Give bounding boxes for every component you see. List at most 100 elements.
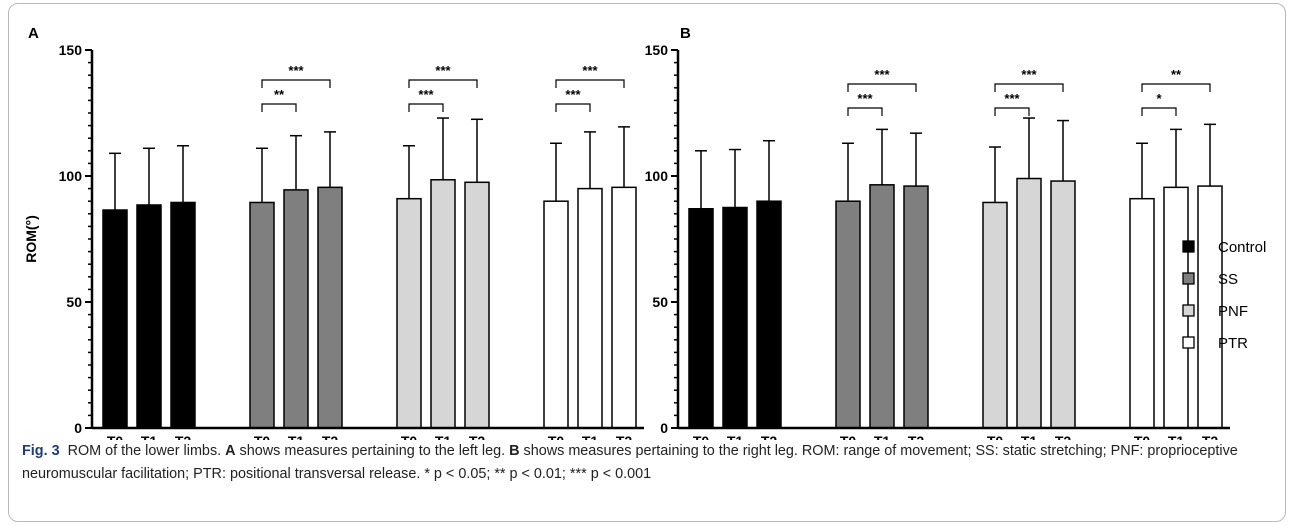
x-tick-label: T1 (1021, 433, 1038, 440)
significance-label: *** (418, 87, 434, 102)
bar-ptr-t0 (543, 200, 569, 429)
significance-bracket (994, 107, 1030, 116)
x-tick-label: T0 (693, 433, 710, 440)
panel-letter: B (680, 25, 691, 42)
x-tick-label: T1 (874, 433, 891, 440)
x-tick-label: T0 (548, 433, 565, 440)
legend: Control SS PNF PTR (1182, 239, 1266, 352)
significance-label: ** (1171, 67, 1182, 82)
x-tick-label: T2 (322, 433, 339, 440)
x-tick-label: T1 (582, 433, 599, 440)
x-tick-label: T0 (254, 433, 271, 440)
significance-bracket (1141, 83, 1211, 92)
y-tick-label: 0 (74, 420, 82, 436)
bar-ptr-t2 (1197, 185, 1223, 429)
legend-swatch (1182, 304, 1195, 317)
bar-pnf-t1 (430, 179, 456, 429)
y-axis-label: ROM(°) (23, 215, 39, 263)
bar-ptr-t1 (577, 187, 603, 429)
x-tick-label: T0 (987, 433, 1004, 440)
significance-bracket (994, 83, 1064, 92)
bar-ss-t0 (249, 201, 275, 429)
bar-pnf-t2 (464, 181, 490, 429)
bar-control-t1 (136, 204, 162, 429)
x-tick-label: T0 (401, 433, 418, 440)
x-tick-label: T2 (175, 433, 192, 440)
x-tick-label: T2 (1055, 433, 1072, 440)
x-tick-label: T2 (761, 433, 778, 440)
bar-pnf-t0 (396, 197, 422, 429)
panel-b: B050100150T0T1T2T0T1T2T0T1T2T0T1T2******… (645, 25, 1230, 440)
caption-text-3: shows measures pertaining to the right l… (22, 443, 1238, 482)
y-tick-label: 150 (59, 42, 83, 58)
panel-a: A 0 50 100 150 ROM(°) T0 T1 T2 T0 T1 T2 T0 T1 T2 T0 T1 T2… (23, 25, 644, 440)
x-tick-label: T1 (435, 433, 452, 440)
bar-control-t2 (170, 201, 196, 429)
bar-ptr-t2 (611, 186, 637, 429)
significance-label: *** (1004, 91, 1020, 106)
y-tick-label: 0 (660, 420, 668, 436)
significance-bracket (555, 103, 591, 112)
y-tick-label: 100 (645, 168, 669, 184)
bar-ss-t1 (283, 189, 309, 429)
bar-ss-t2 (317, 186, 343, 429)
caption-panel-b-ref: B (509, 443, 520, 459)
bar-control-t0 (102, 209, 128, 429)
significance-label: *** (1021, 67, 1037, 82)
bar-pnf-t0 (982, 201, 1008, 429)
significance-bracket (847, 83, 917, 92)
figure-caption: Fig. 3 ROM of the lower limbs. A shows m… (22, 440, 1277, 486)
figure-frame (8, 3, 1286, 522)
legend-swatch (1182, 336, 1195, 349)
bar-control-t2 (756, 200, 782, 429)
significance-label: * (1156, 91, 1162, 106)
figure-number: Fig. 3 (22, 443, 60, 459)
bar-pnf-t2 (1050, 180, 1076, 429)
significance-bracket (261, 103, 297, 112)
legend-label: SS (1218, 271, 1238, 288)
bar-ptr-t0 (1129, 197, 1155, 429)
caption-text-1: ROM of the lower limbs. (67, 443, 226, 459)
x-tick-label: T0 (107, 433, 124, 440)
x-tick-label: T2 (616, 433, 633, 440)
x-tick-label: T1 (288, 433, 305, 440)
legend-swatch (1182, 240, 1195, 253)
y-tick-label: 100 (59, 168, 83, 184)
significance-label: *** (565, 87, 581, 102)
bar-ss-t0 (835, 200, 861, 429)
significance-label: *** (857, 91, 873, 106)
figure-chart-area: A 0 50 100 150 ROM(°) T0 T1 T2 T0 T1 T2 T0 T1 T2 T0 T1 T2… (23, 25, 1266, 440)
x-tick-label: T0 (1134, 433, 1151, 440)
x-tick-label: T0 (840, 433, 857, 440)
significance-bracket (1141, 107, 1177, 116)
significance-label: *** (874, 67, 890, 82)
bar-control-t1 (722, 206, 748, 429)
x-tick-label: T2 (908, 433, 925, 440)
caption-panel-a-ref: A (225, 443, 236, 459)
bar-pnf-t1 (1016, 177, 1042, 429)
y-tick-label: 50 (652, 294, 668, 310)
y-tick-label: 150 (645, 42, 669, 58)
significance-label: *** (288, 63, 304, 78)
x-tick-label: T1 (141, 433, 158, 440)
legend-label: PNF (1218, 303, 1248, 320)
legend-label: Control (1218, 239, 1266, 256)
x-tick-label: T1 (727, 433, 744, 440)
bar-control-t0 (688, 208, 714, 429)
panel-letter: A (28, 25, 39, 42)
significance-label: ** (274, 87, 285, 102)
significance-label: *** (582, 63, 598, 78)
x-tick-label: T2 (1202, 433, 1219, 440)
significance-bracket (261, 79, 331, 88)
y-tick-label: 50 (66, 294, 82, 310)
x-tick-label: T1 (1168, 433, 1185, 440)
legend-swatch (1182, 272, 1195, 285)
significance-bracket (408, 103, 444, 112)
bar-ss-t1 (869, 184, 895, 429)
bar-ss-t2 (903, 185, 929, 429)
x-tick-label: T2 (469, 433, 486, 440)
legend-label: PTR (1218, 335, 1248, 352)
significance-bracket (408, 79, 478, 88)
significance-bracket (555, 79, 625, 88)
significance-bracket (847, 107, 883, 116)
